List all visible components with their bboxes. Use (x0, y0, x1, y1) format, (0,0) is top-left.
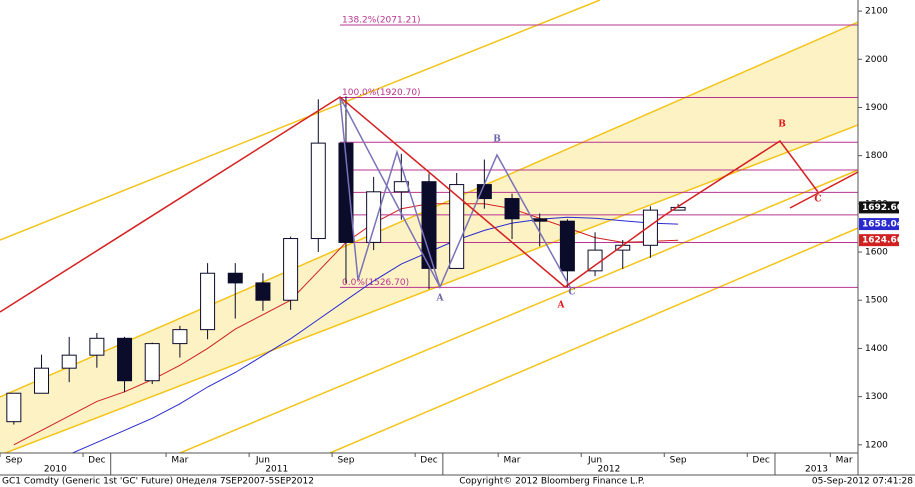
y-tick-label: 1800 (865, 151, 888, 161)
y-tick-label: 1200 (865, 440, 888, 450)
last-value-tag (859, 201, 899, 214)
fib-label: 0.0%(1526.70) (342, 278, 409, 288)
footer-timestamp: 05-Sep-2012 07:41:28 (812, 477, 913, 487)
wave-label: C (814, 195, 821, 205)
footer-copyright: Copyright© 2012 Bloomberg Finance L.P. (459, 477, 644, 487)
candle-body (366, 191, 382, 243)
y-tick-label: 1400 (865, 344, 888, 354)
x-tick-label: Mar (504, 456, 521, 466)
y-tick-label: 1900 (865, 103, 888, 113)
fib-label: 138.2%(2071.21) (342, 15, 421, 25)
candle-body (117, 337, 133, 382)
year-label: 2011 (265, 465, 288, 475)
x-tick-label: Mar (171, 456, 188, 466)
purple-wave (339, 96, 441, 288)
last-value-label: 1658.04 (862, 220, 903, 230)
wave-label: B (493, 135, 501, 145)
candle-body (283, 238, 299, 301)
candle-body (642, 209, 658, 246)
candle-body (200, 272, 216, 331)
x-tick-label: Dec (88, 456, 105, 466)
moving-average (71, 216, 679, 453)
year-label: 2012 (597, 465, 620, 475)
candle-body (532, 218, 548, 222)
last-value-tag (859, 234, 899, 247)
wave-drawings (0, 96, 858, 313)
wave-label: C (568, 288, 575, 298)
x-tick-label: Jun (255, 456, 270, 466)
x-tick-label: Mar (836, 456, 853, 466)
channel-line (3, 124, 858, 453)
candle-body (89, 337, 105, 356)
x-tick-label: Sep (337, 456, 354, 466)
x-tick-label: Jun (587, 456, 602, 466)
candle-body (504, 198, 520, 220)
x-tick-label: Dec (752, 456, 769, 466)
candle-body (6, 392, 22, 423)
y-tick-label: 1600 (865, 248, 888, 258)
x-tick-label: Sep (670, 456, 687, 466)
wave-label: A (557, 301, 566, 311)
candle-body (587, 249, 603, 272)
red-wave (0, 96, 819, 313)
candle-body (338, 142, 354, 243)
last-value-tag (859, 218, 899, 231)
y-tick-label: 1500 (865, 296, 888, 306)
wave-label: B (778, 120, 786, 130)
candle-body (255, 282, 271, 301)
y-tick-label: 2100 (865, 7, 888, 17)
channel-line (329, 227, 858, 453)
candle-body (34, 367, 50, 394)
channel-line (179, 169, 858, 453)
candle-body (559, 220, 575, 272)
purple-wave (339, 96, 571, 290)
last-value-label: 1692.60 (862, 203, 903, 213)
candle-body (61, 354, 77, 369)
candle-body (227, 272, 243, 284)
channel-line (0, 0, 601, 241)
y-tick-label: 2000 (865, 55, 888, 65)
x-tick-label: Dec (420, 456, 437, 466)
last-value-label: 1624.66 (862, 236, 903, 246)
candle-body (144, 343, 160, 382)
year-label: 2010 (44, 465, 67, 475)
red-wave (789, 171, 858, 209)
candle-body (449, 184, 465, 269)
x-tick-label: Sep (5, 456, 22, 466)
candle-body (421, 181, 437, 269)
footer-security: GC1 Comdty (Generic 1st 'GC' Future) 0Не… (2, 477, 314, 487)
candle-body (172, 329, 188, 345)
wave-label: A (436, 294, 445, 304)
year-label: 2013 (805, 465, 828, 475)
candle-body (310, 142, 326, 240)
y-tick-label: 1300 (865, 392, 888, 402)
fib-label: 100.0%(1920.70) (342, 88, 421, 98)
